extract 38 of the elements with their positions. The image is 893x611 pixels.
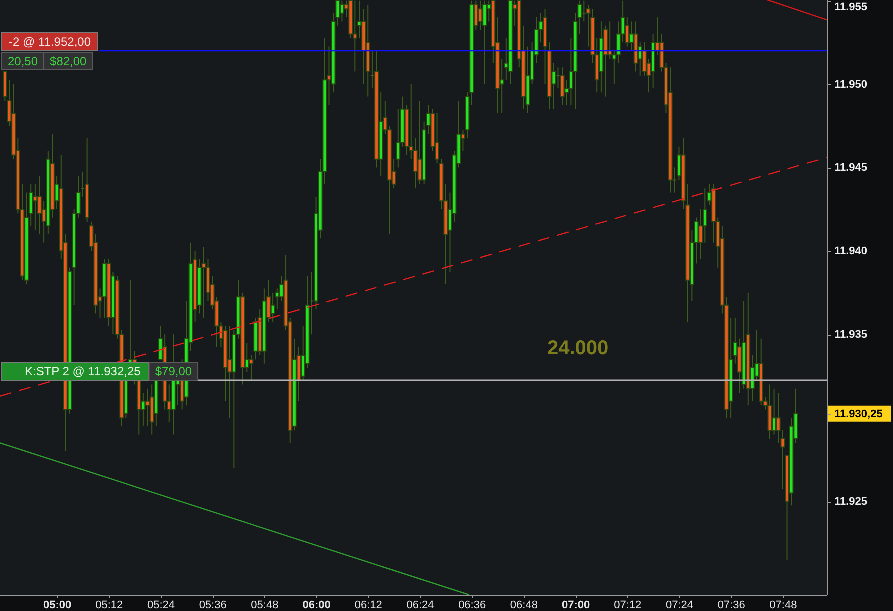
x-tick-label: 07:48 bbox=[770, 600, 798, 611]
x-tick-label: 05:36 bbox=[199, 600, 227, 611]
y-tick-label: 11.955 bbox=[834, 1, 868, 14]
x-tick-label: 05:24 bbox=[147, 600, 175, 611]
x-tick-label: 05:00 bbox=[43, 600, 72, 611]
annotation: 24.000 bbox=[547, 338, 609, 360]
ref-line-label: -2 @ 11.952,00 bbox=[9, 34, 92, 49]
x-tick-label: 06:24 bbox=[406, 600, 434, 611]
y-tick-label: 11.940 bbox=[834, 246, 868, 258]
candlestick bbox=[270, 292, 276, 323]
candlestick bbox=[482, 0, 487, 85]
x-tick-label: 05:48 bbox=[251, 600, 279, 611]
y-tick-label: 11.945 bbox=[834, 162, 868, 174]
candlestick bbox=[202, 246, 206, 318]
y-tick-label: 11.950 bbox=[834, 78, 868, 91]
y-tick-label: 11.930,25 bbox=[834, 408, 883, 420]
x-tick-label: 07:00 bbox=[562, 600, 590, 611]
candlestick bbox=[418, 100, 422, 185]
x-tick-label: 05:12 bbox=[96, 600, 124, 611]
candlestick bbox=[352, 0, 358, 72]
x-tick-label: 07:12 bbox=[614, 600, 642, 611]
x-tick-label: 06:36 bbox=[458, 600, 486, 611]
candlestick bbox=[249, 355, 254, 382]
candlestick bbox=[33, 184, 38, 231]
x-tick-label: 06:48 bbox=[510, 600, 538, 611]
x-tick-label: 06:00 bbox=[302, 600, 331, 611]
x-tick-label: 07:24 bbox=[666, 600, 694, 611]
candlestick bbox=[560, 67, 565, 106]
candlestick bbox=[228, 326, 232, 419]
candlestick bbox=[478, 0, 483, 31]
ref-line-label: K:STP 2 @ 11.932,25 bbox=[25, 364, 142, 379]
y-tick-label: 11.935 bbox=[834, 329, 868, 342]
annotation: 20,50 bbox=[8, 54, 38, 68]
y-tick-label: 11.925 bbox=[834, 496, 868, 508]
annotation: $82,00 bbox=[50, 54, 88, 68]
annotation: $79,00 bbox=[155, 364, 192, 379]
x-tick-label: 07:36 bbox=[718, 600, 746, 611]
x-tick-label: 06:12 bbox=[354, 600, 382, 611]
